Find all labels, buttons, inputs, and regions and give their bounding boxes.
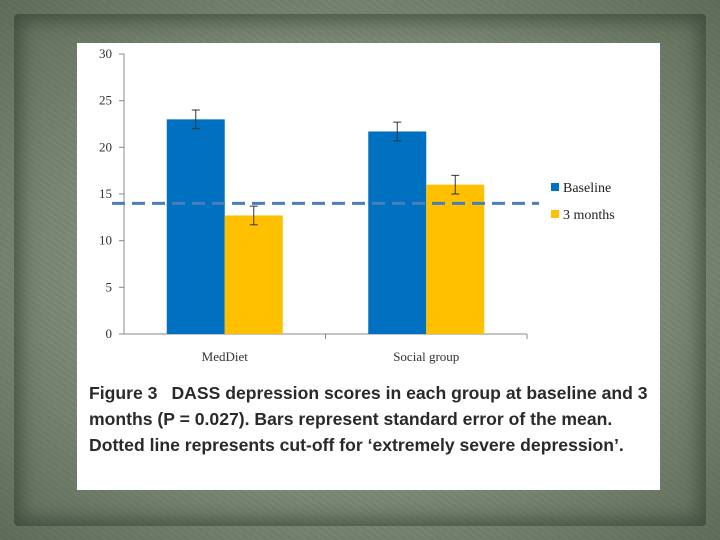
bar-3-months <box>426 184 485 334</box>
legend-swatch <box>551 210 559 218</box>
y-tick-label: 15 <box>99 186 112 201</box>
y-tick-label: 5 <box>106 279 113 294</box>
bar-chart: 0 5 10 15 20 25 30 MedDiet Social group Baseline 3… <box>99 46 615 364</box>
y-tick-label: 25 <box>99 93 112 108</box>
x-category-label: Social group <box>393 349 459 364</box>
y-tick-label: 0 <box>106 326 113 341</box>
y-tick-label: 30 <box>99 46 112 61</box>
y-tick-label: 20 <box>99 139 112 154</box>
x-category-label: MedDiet <box>202 349 249 364</box>
bar-baseline <box>368 131 427 334</box>
figure-caption: Figure 3 DASS depression scores in each g… <box>89 380 654 458</box>
legend-label: 3 months <box>563 208 615 223</box>
caption-text: DASS depression scores in each group at … <box>89 383 648 455</box>
figure-card: 0 5 10 15 20 25 30 MedDiet Social group Baseline 3… <box>77 43 660 490</box>
legend-swatch <box>551 183 559 191</box>
bar-baseline <box>166 119 225 334</box>
y-tick-label: 10 <box>99 233 112 248</box>
caption-label: Figure 3 <box>89 383 158 403</box>
legend-label: Baseline <box>563 181 611 196</box>
bar-3-months <box>224 215 283 334</box>
